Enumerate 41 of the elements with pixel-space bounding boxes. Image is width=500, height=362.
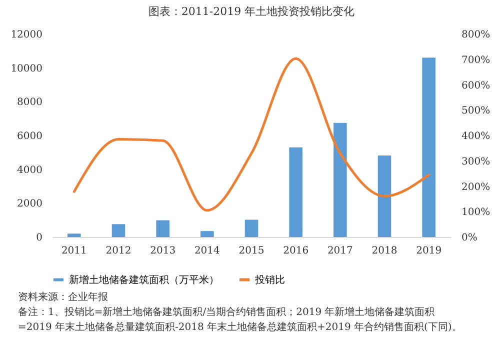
y2-tick-label: 0% bbox=[462, 232, 478, 244]
x-tick-label: 2011 bbox=[61, 246, 87, 256]
y-tick-label: 2000 bbox=[17, 198, 42, 210]
text: 资料来源：企业年报 bbox=[18, 290, 109, 305]
y-tick-label: 0 bbox=[36, 232, 42, 244]
y2-tick-label: 300% bbox=[462, 156, 490, 168]
y2-tick-label: 700% bbox=[462, 54, 490, 66]
x-tick-label: 2016 bbox=[283, 246, 309, 256]
text: 备注：1、投销比=新增土地储备建筑面积/当期合约销售面积；2019 年新增土地储备建筑面积 bbox=[18, 306, 436, 320]
y-tick-label: 12000 bbox=[10, 30, 42, 40]
y-tick-label: 8000 bbox=[17, 97, 42, 108]
x-tick-label: 2014 bbox=[194, 246, 220, 256]
y-tick-label: 10000 bbox=[10, 63, 42, 74]
y2-tick-label: 400% bbox=[462, 131, 490, 142]
bar bbox=[378, 155, 392, 237]
chart-title: 图表：2011-2019 年土地投资投销比变化 bbox=[148, 5, 355, 18]
x-tick-label: 2017 bbox=[327, 246, 353, 256]
y2-tick-label: 600% bbox=[462, 80, 490, 92]
line-series bbox=[72, 57, 430, 212]
legend-label: 投销比 bbox=[254, 274, 285, 286]
x-tick-label: 2012 bbox=[106, 246, 132, 256]
y2-tick-label: 800% bbox=[462, 30, 490, 40]
bar bbox=[289, 147, 302, 237]
bar bbox=[244, 220, 258, 237]
text: =2019 年末土地储备总量建筑面积-2018 年末土地储备总建筑面积+2019 年合约销售面积(下同)。 bbox=[18, 320, 463, 335]
x-tick-label: 2018 bbox=[372, 246, 398, 256]
bar bbox=[334, 122, 347, 237]
y2-tick-label: 100% bbox=[462, 207, 490, 218]
y2-tick-label: 200% bbox=[462, 182, 490, 193]
y2-tick-label: 500% bbox=[462, 106, 490, 117]
y-tick-label: 6000 bbox=[17, 131, 42, 142]
bar bbox=[156, 220, 170, 237]
bar bbox=[112, 224, 126, 237]
y-tick-label: 4000 bbox=[17, 164, 42, 176]
x-tick-label: 2019 bbox=[416, 246, 442, 256]
bar bbox=[200, 231, 214, 237]
bar bbox=[68, 234, 81, 237]
bar bbox=[422, 58, 436, 237]
x-tick-label: 2015 bbox=[238, 246, 264, 256]
x-tick-label: 2013 bbox=[150, 246, 176, 256]
legend-label: 新增土地储备建筑面积（万平米） bbox=[69, 274, 219, 286]
